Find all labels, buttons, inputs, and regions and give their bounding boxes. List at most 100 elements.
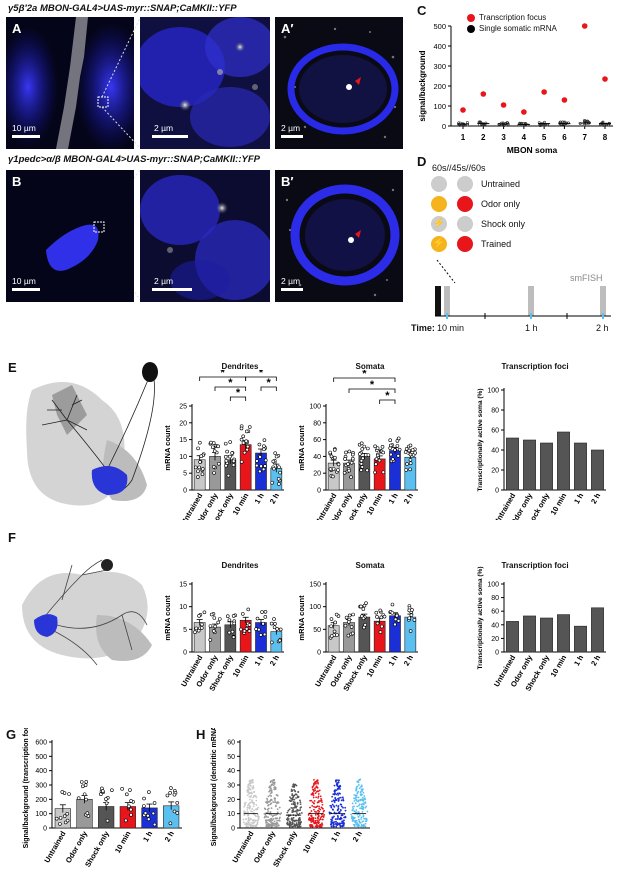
data-point: [317, 820, 320, 823]
data-point: [295, 822, 298, 825]
data-point: [366, 810, 369, 813]
data-point: [290, 803, 293, 806]
data-point: [289, 800, 292, 803]
micrograph-b-zoom: 2 µm: [140, 170, 270, 302]
significance-star: *: [221, 370, 226, 379]
data-point: [276, 794, 279, 797]
data-point: [319, 808, 322, 811]
data-point: [292, 795, 295, 797]
data-point: [84, 797, 88, 802]
data-point: [274, 788, 277, 791]
data-point: [280, 812, 283, 814]
data-point: [249, 801, 252, 804]
data-point: [271, 459, 276, 464]
x-tick-label: 2 h: [589, 653, 602, 667]
data-point: [313, 808, 315, 811]
data-point: [262, 444, 266, 448]
data-point: [248, 807, 251, 810]
y-tick-label: 25: [179, 404, 187, 411]
data-point: [211, 465, 216, 469]
protocol-rows: Untrained Odor only ⚡ Shock only ⚡ Trained: [431, 176, 611, 276]
data-point: [413, 451, 417, 455]
data-point: [300, 812, 303, 814]
data-point: [355, 794, 358, 797]
data-point: [317, 796, 320, 799]
data-point: [315, 825, 318, 828]
focus-point: [460, 107, 466, 113]
bar: [404, 616, 417, 653]
data-point: [295, 823, 298, 826]
data-point: [253, 809, 255, 812]
data-point: [270, 799, 273, 802]
data-point: [360, 784, 363, 787]
data-point: [314, 792, 317, 795]
data-point: [295, 819, 298, 822]
data-point: [274, 817, 277, 820]
data-point: [390, 602, 395, 607]
focus-point: [581, 23, 588, 29]
data-point: [169, 786, 173, 790]
data-point: [344, 809, 347, 812]
data-point: [277, 465, 281, 470]
y-axis-label: Signal/background (dendritic mRNA): [211, 728, 218, 846]
data-point: [353, 817, 356, 820]
data-point: [296, 796, 299, 799]
x-tick-label: 2 h: [402, 653, 415, 667]
data-point: [265, 815, 267, 818]
data-point: [246, 808, 249, 811]
focus-point: [500, 102, 507, 108]
data-point: [391, 457, 395, 461]
data-point: [294, 790, 297, 792]
data-point: [349, 460, 354, 465]
data-point: [332, 629, 337, 634]
data-point: [255, 804, 258, 806]
data-point: [361, 789, 363, 791]
data-point: [342, 823, 345, 826]
y-tick-label: 100: [309, 404, 321, 411]
data-point: [353, 797, 355, 800]
focus-point: [561, 97, 568, 103]
data-point: [311, 786, 314, 789]
data-point: [223, 455, 228, 459]
y-tick-label: 80: [313, 420, 321, 427]
data-point: [142, 804, 146, 808]
data-point: [340, 814, 343, 817]
x-tick-label: 10 min: [231, 653, 251, 678]
training-block: [435, 286, 441, 316]
data-point: [276, 477, 281, 481]
data-point: [357, 810, 360, 813]
x-tick-label: 10 min: [113, 829, 133, 854]
data-point: [243, 805, 246, 808]
data-point: [247, 806, 250, 809]
data-point: [350, 813, 353, 816]
data-point: [355, 787, 358, 790]
data-point: [124, 792, 129, 797]
data-point: [354, 802, 357, 805]
data-point: [359, 468, 363, 473]
data-point: [351, 802, 354, 805]
micrograph-a-zoom: 2 µm: [140, 17, 270, 149]
data-point: [271, 823, 274, 826]
micrograph-a: A 10 µm: [6, 17, 134, 149]
data-point: [252, 805, 255, 808]
data-point: [295, 784, 298, 787]
data-point: [362, 814, 365, 817]
data-point: [318, 825, 320, 828]
data-point: [246, 791, 249, 793]
bar: [358, 616, 371, 653]
data-point: [330, 806, 333, 809]
data-point: [254, 463, 259, 468]
data-point: [231, 635, 236, 639]
data-point: [266, 799, 269, 801]
data-point: [293, 798, 296, 801]
data-point: [362, 808, 364, 811]
data-point: [212, 449, 217, 453]
data-point: [317, 822, 320, 825]
scale-bar: [152, 135, 188, 138]
data-point: [337, 787, 339, 790]
x-tick-label: 10 min: [365, 653, 385, 678]
data-point: [313, 778, 315, 781]
data-point: [317, 793, 320, 795]
data-point: [309, 819, 312, 822]
data-point: [278, 638, 282, 643]
